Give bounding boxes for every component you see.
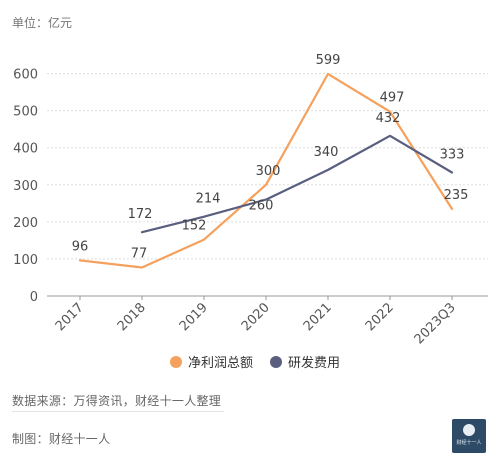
logo-text: 财经十一人	[456, 440, 482, 446]
unit-label: 单位：亿元	[12, 16, 73, 30]
x-tick-label: 2023Q3	[412, 300, 459, 347]
data-label: 235	[444, 188, 469, 203]
x-tick-label: 2019	[177, 300, 211, 334]
data-label: 333	[440, 148, 465, 163]
data-label: 340	[314, 145, 339, 160]
x-tick-label: 2022	[363, 300, 397, 334]
data-label: 77	[131, 246, 148, 261]
data-label: 96	[72, 239, 89, 254]
data-label: 497	[380, 91, 405, 106]
y-tick-label: 200	[13, 216, 38, 231]
y-tick-label: 0	[30, 290, 38, 305]
series-lines	[78, 72, 454, 269]
data-source-note: 数据来源：万得资讯，财经十一人整理	[12, 394, 222, 408]
y-tick-label: 400	[13, 142, 38, 157]
logo-globe-icon	[463, 424, 475, 436]
legend-label: 研发费用	[288, 355, 340, 371]
x-tick-label: 2017	[53, 300, 87, 334]
y-tick-label: 100	[13, 253, 38, 268]
data-label: 300	[256, 164, 281, 179]
legend: 净利润总额 研发费用	[170, 355, 340, 371]
data-label: 152	[182, 219, 207, 234]
legend-marker-rnd	[270, 356, 282, 368]
data-label: 599	[316, 53, 341, 68]
x-tick-label: 2020	[239, 300, 273, 334]
series-line-rnd	[140, 134, 454, 234]
grid-lines	[47, 73, 488, 260]
legend-marker-profit	[170, 356, 182, 368]
x-tick-label: 2018	[115, 300, 149, 334]
data-label: 260	[249, 199, 274, 214]
x-tick-label: 2021	[301, 300, 335, 334]
data-label: 432	[376, 111, 401, 126]
chart-credit: 制图：财经十一人	[12, 432, 111, 446]
series-line-profit	[78, 72, 454, 269]
data-labels: 96 77 152 300 599 497 235 172 214 260 340 432 333	[72, 53, 469, 262]
y-tick-label: 600	[13, 68, 38, 83]
data-label: 214	[196, 192, 221, 207]
brand-logo: 财经十一人	[452, 419, 486, 453]
y-tick-label: 500	[13, 105, 38, 120]
data-label: 172	[128, 207, 153, 222]
source-divider	[12, 411, 224, 412]
y-tick-label: 300	[13, 179, 38, 194]
legend-label: 净利润总额	[188, 356, 253, 371]
